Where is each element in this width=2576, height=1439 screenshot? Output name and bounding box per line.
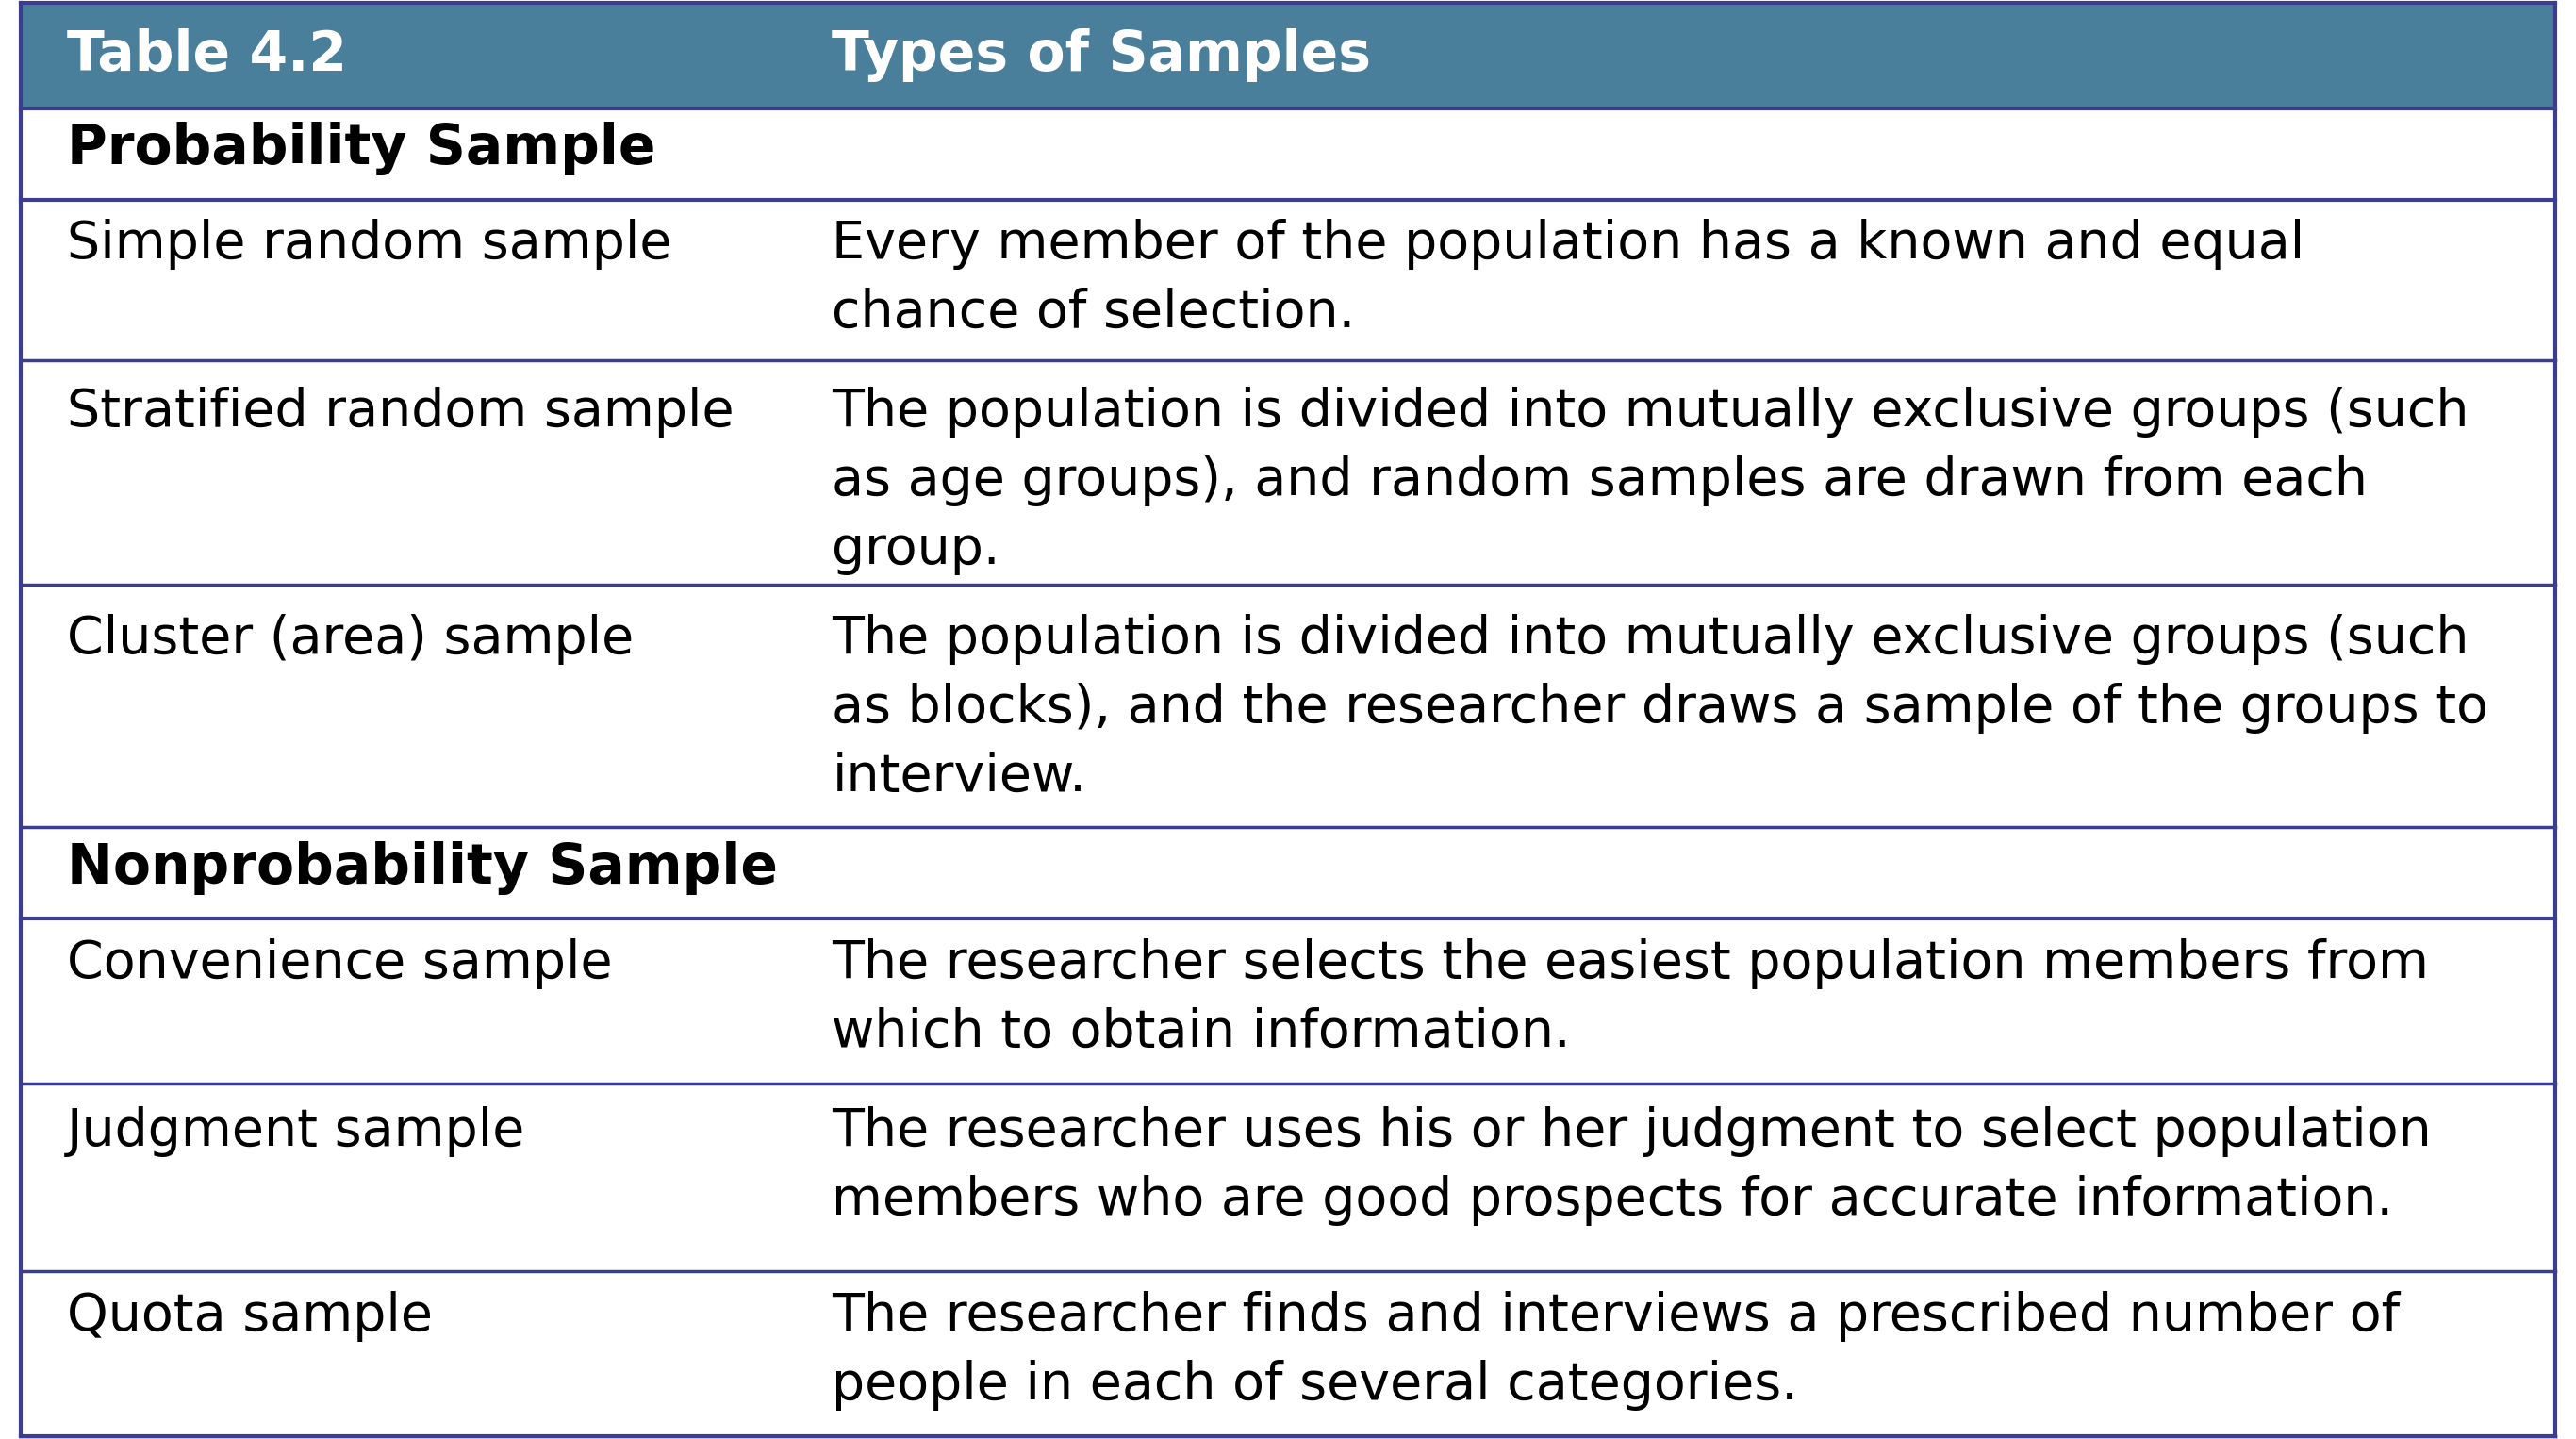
Bar [21,360,2555,584]
Text: Convenience sample: Convenience sample [67,938,613,990]
Text: Every member of the population has a known and equal
chance of selection.: Every member of the population has a kno… [832,219,2306,338]
Bar [21,3,2555,108]
Text: Simple random sample: Simple random sample [67,219,672,271]
Bar [21,108,2555,200]
Bar [21,584,2555,827]
Bar [21,918,2555,1084]
Bar [21,200,2555,360]
Text: The researcher uses his or her judgment to select population
members who are goo: The researcher uses his or her judgment … [832,1107,2432,1226]
Bar [21,1271,2555,1436]
Text: Judgment sample: Judgment sample [67,1107,526,1157]
Text: Table 4.2: Table 4.2 [67,29,348,82]
Text: Quota sample: Quota sample [67,1291,433,1343]
Text: Types of Samples: Types of Samples [832,29,1370,82]
Text: Nonprobability Sample: Nonprobability Sample [67,840,778,895]
Text: The researcher finds and interviews a prescribed number of
people in each of sev: The researcher finds and interviews a pr… [832,1291,2401,1410]
Text: The population is divided into mutually exclusive groups (such
as age groups), a: The population is divided into mutually … [832,387,2470,576]
Text: Cluster (area) sample: Cluster (area) sample [67,613,634,665]
Text: The population is divided into mutually exclusive groups (such
as blocks), and t: The population is divided into mutually … [832,613,2488,802]
Text: Probability Sample: Probability Sample [67,122,657,176]
Text: The researcher selects the easiest population members from
which to obtain infor: The researcher selects the easiest popul… [832,938,2429,1058]
Text: Stratified random sample: Stratified random sample [67,387,734,437]
Bar [21,1084,2555,1271]
Bar [21,827,2555,918]
